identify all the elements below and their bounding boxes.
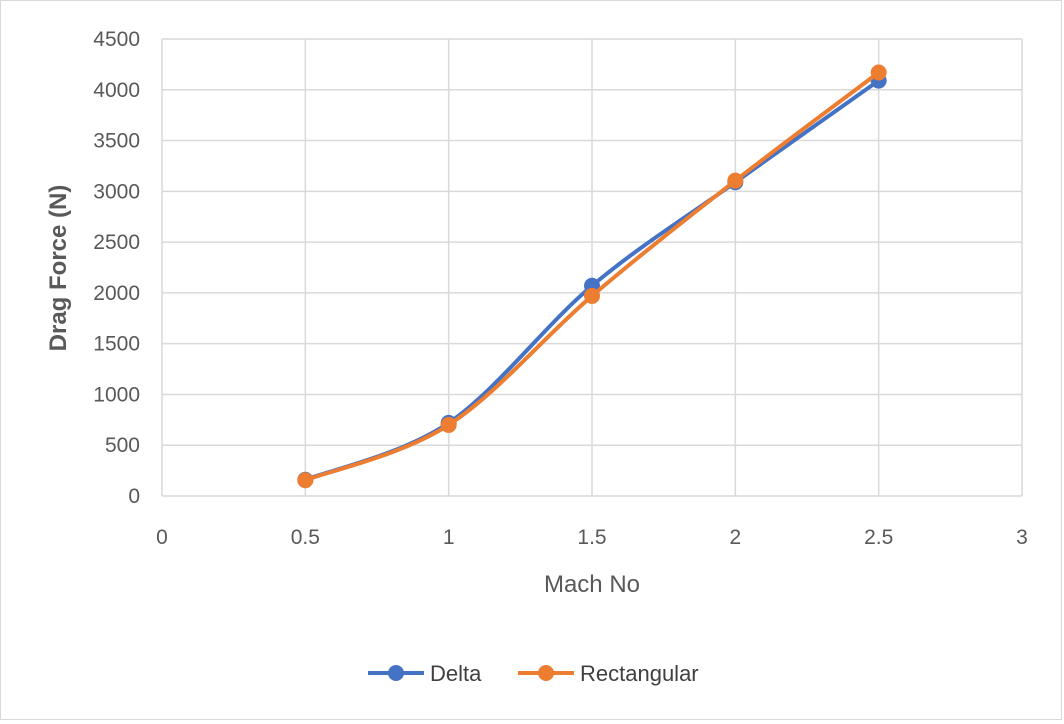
data-point: [727, 172, 744, 189]
x-axis-title: Mach No: [544, 571, 640, 598]
x-tick-label: 0.5: [291, 526, 320, 549]
y-tick-label: 4000: [93, 79, 140, 102]
data-point: [584, 287, 600, 304]
legend-label: Delta: [430, 661, 482, 686]
y-tick-label: 1000: [93, 383, 140, 406]
legend-marker: [538, 665, 554, 681]
y-tick-label: 3500: [93, 130, 140, 153]
legend-item-rectangular: Rectangular: [518, 661, 699, 686]
data-point: [440, 416, 457, 433]
y-tick-label: 4500: [93, 28, 140, 51]
y-tick-label: 3000: [93, 180, 140, 203]
x-tick-label: 2.5: [864, 526, 893, 549]
x-tick-label: 1.5: [577, 526, 606, 549]
legend-marker: [388, 665, 404, 681]
y-tick-label: 0: [128, 485, 140, 508]
data-point: [297, 472, 314, 489]
series-rectangular: [297, 64, 887, 489]
y-axis-ticks: 0 500 1000 1500 2000 2500 3000 3500 4000 4500: [93, 28, 140, 508]
y-tick-label: 1500: [93, 333, 140, 356]
legend-item-delta: Delta: [368, 661, 482, 686]
data-point: [870, 64, 887, 81]
x-axis-ticks: 0 0.5 1 1.5 2 2.5 3: [156, 526, 1028, 549]
x-tick-label: 3: [1016, 526, 1028, 549]
legend: Delta Rectangular: [368, 661, 699, 686]
legend-label: Rectangular: [580, 661, 699, 686]
y-tick-label: 2000: [93, 282, 140, 305]
x-tick-label: 1: [443, 526, 455, 549]
grid-lines: [161, 38, 1023, 497]
y-tick-label: 2500: [93, 231, 140, 254]
series-layer: [297, 64, 887, 489]
y-tick-label: 500: [105, 434, 140, 457]
y-axis-title: Drag Force (N): [45, 185, 72, 352]
x-tick-label: 2: [729, 526, 741, 549]
x-tick-label: 0: [156, 526, 168, 549]
